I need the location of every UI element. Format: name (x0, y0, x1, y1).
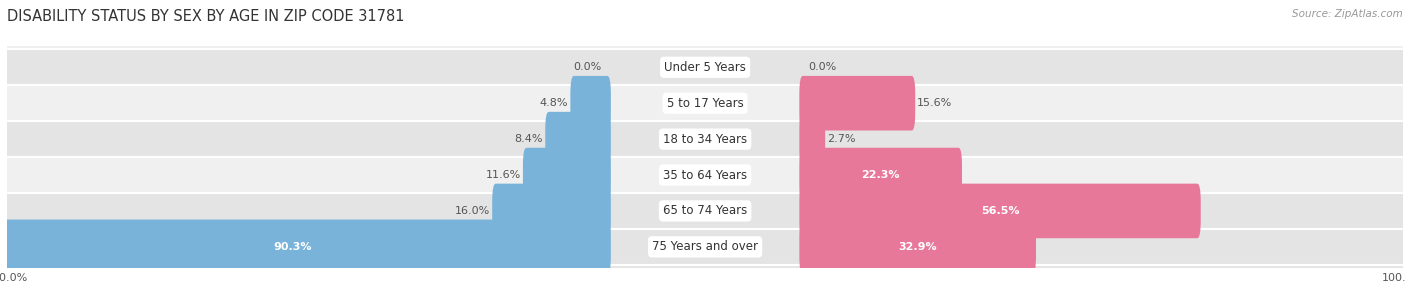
Text: 65 to 74 Years: 65 to 74 Years (664, 204, 747, 217)
FancyBboxPatch shape (523, 148, 610, 202)
Text: Source: ZipAtlas.com: Source: ZipAtlas.com (1292, 9, 1403, 19)
Text: 90.3%: 90.3% (273, 242, 312, 252)
Text: 0.0%: 0.0% (574, 62, 602, 72)
FancyBboxPatch shape (0, 220, 610, 274)
FancyBboxPatch shape (0, 14, 1406, 120)
Text: 16.0%: 16.0% (456, 206, 491, 216)
FancyBboxPatch shape (0, 194, 1406, 300)
FancyBboxPatch shape (800, 112, 825, 167)
Text: 5 to 17 Years: 5 to 17 Years (666, 97, 744, 110)
FancyBboxPatch shape (0, 86, 1406, 192)
Text: 56.5%: 56.5% (981, 206, 1019, 216)
FancyBboxPatch shape (0, 122, 1406, 228)
Text: 35 to 64 Years: 35 to 64 Years (664, 169, 747, 181)
FancyBboxPatch shape (0, 50, 1406, 156)
Text: DISABILITY STATUS BY SEX BY AGE IN ZIP CODE 31781: DISABILITY STATUS BY SEX BY AGE IN ZIP C… (7, 9, 405, 24)
FancyBboxPatch shape (571, 76, 610, 131)
FancyBboxPatch shape (800, 148, 962, 202)
FancyBboxPatch shape (800, 184, 1201, 238)
Text: 4.8%: 4.8% (540, 98, 568, 108)
Text: 22.3%: 22.3% (862, 170, 900, 180)
FancyBboxPatch shape (0, 158, 1406, 264)
Text: 8.4%: 8.4% (515, 134, 543, 144)
Text: 0.0%: 0.0% (808, 62, 837, 72)
Legend: Male, Female: Male, Female (644, 302, 766, 305)
Text: 75 Years and over: 75 Years and over (652, 240, 758, 253)
Text: 32.9%: 32.9% (898, 242, 936, 252)
Text: 18 to 34 Years: 18 to 34 Years (664, 133, 747, 145)
FancyBboxPatch shape (800, 220, 1036, 274)
FancyBboxPatch shape (492, 184, 610, 238)
Text: 15.6%: 15.6% (917, 98, 953, 108)
Text: 2.7%: 2.7% (827, 134, 856, 144)
Text: 11.6%: 11.6% (485, 170, 520, 180)
FancyBboxPatch shape (546, 112, 610, 167)
FancyBboxPatch shape (800, 76, 915, 131)
Text: Under 5 Years: Under 5 Years (664, 61, 747, 74)
